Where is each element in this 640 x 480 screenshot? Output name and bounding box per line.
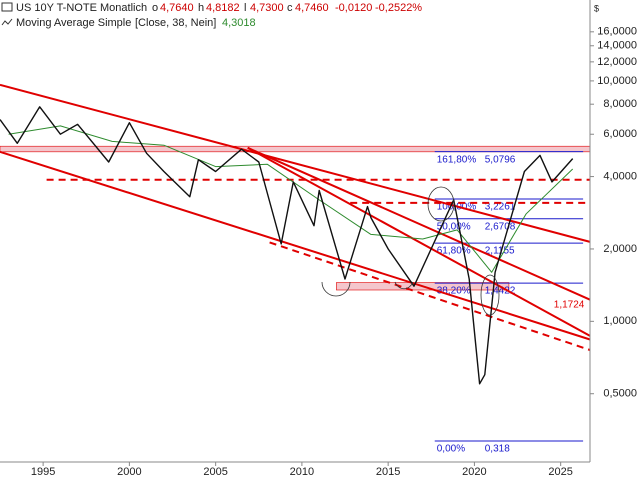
low-label: l xyxy=(244,2,246,14)
x-tick-label: 1995 xyxy=(31,466,55,478)
symbol: US 10Y T-NOTE xyxy=(16,2,97,14)
indicator-params: [Close, 38, Nein] xyxy=(135,17,216,29)
currency: $ xyxy=(594,3,599,13)
high-label: h xyxy=(198,2,204,14)
indicator-value: 4,3018 xyxy=(222,17,256,29)
band xyxy=(0,145,591,153)
close-label: c xyxy=(287,2,293,14)
x-tick-label: 2015 xyxy=(376,466,400,478)
series-line xyxy=(8,125,574,273)
y-tick-label: 2,0000 xyxy=(603,243,637,255)
marker-arc xyxy=(321,281,351,297)
fib-ratio: 38,20% xyxy=(437,286,471,297)
interval: Monatlich xyxy=(100,2,147,14)
close: 4,7460 xyxy=(295,2,329,14)
marker-arc xyxy=(394,281,414,290)
y-tick-label: 4,0000 xyxy=(603,170,637,182)
y-tick-label: 8,0000 xyxy=(603,98,637,110)
trendline xyxy=(247,146,591,301)
icon xyxy=(1,18,13,26)
x-tick-label: 2000 xyxy=(117,466,141,478)
fib-price: 0,318 xyxy=(485,444,510,455)
y-tick-label: 6,0000 xyxy=(603,128,637,140)
y-tick-label: 12,0000 xyxy=(597,56,637,68)
fib-price: 3,2261 xyxy=(485,202,516,213)
fib-price: 2,1155 xyxy=(485,246,515,257)
header: US 10Y T-NOTE Monatlich o 4,7640 h 4,818… xyxy=(1,2,422,29)
fib-ratio: 61,80% xyxy=(437,246,471,257)
y-tick-label: 1,0000 xyxy=(603,315,637,327)
open: 4,7640 xyxy=(160,2,194,14)
fib-ratio: 50,00% xyxy=(437,221,471,232)
annotation: 1,1724 xyxy=(554,299,585,310)
y-tick-label: 16,0000 xyxy=(597,26,637,38)
fib-price: 1,4422 xyxy=(485,286,516,297)
trendline xyxy=(269,241,591,351)
indicator-name: Moving Average Simple xyxy=(16,17,131,29)
fib-ratio: 0,00% xyxy=(437,444,465,455)
series-line xyxy=(0,106,574,385)
x-tick-label: 2005 xyxy=(203,466,227,478)
high: 4,8182 xyxy=(206,2,240,14)
x-tick-label: 2025 xyxy=(548,466,572,478)
fib-price: 2,6708 xyxy=(485,221,516,232)
marker-circle xyxy=(427,186,455,222)
x-tick-label: 2020 xyxy=(462,466,486,478)
x-tick-label: 2010 xyxy=(290,466,314,478)
y-tick-label: 14,0000 xyxy=(597,40,637,52)
icon xyxy=(1,2,13,12)
low: 4,7300 xyxy=(250,2,284,14)
y-tick-label: 0,5000 xyxy=(603,388,637,400)
fib-price: 5,0796 xyxy=(485,154,516,165)
change: -0,0120 xyxy=(335,2,372,14)
y-tick-label: 10,0000 xyxy=(597,75,637,87)
trendline xyxy=(0,83,591,243)
marker-circle xyxy=(480,274,500,316)
change-pct: -0,2522% xyxy=(375,2,422,14)
open-label: o xyxy=(152,2,158,14)
fib-ratio: 161,80% xyxy=(437,154,477,165)
